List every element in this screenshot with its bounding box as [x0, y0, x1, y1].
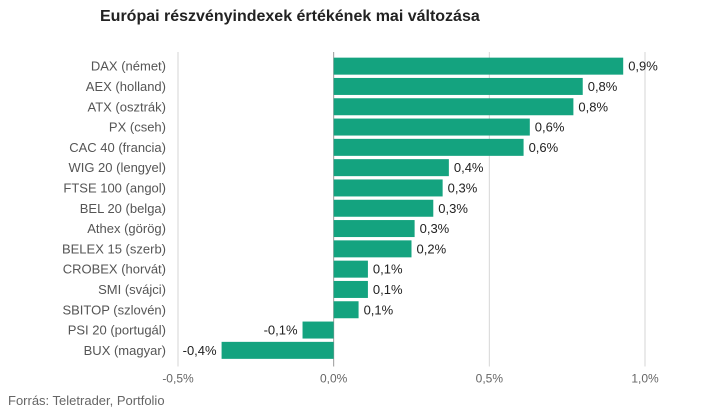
x-tick-label: 0,5% [476, 372, 504, 386]
category-label: BEL 20 (belga) [80, 201, 166, 216]
value-label: 0,9% [628, 59, 658, 74]
bar [333, 260, 368, 278]
chart-title: Európai részvényindexek értékének mai vá… [100, 8, 480, 25]
bar [333, 118, 530, 136]
bar [333, 240, 412, 258]
category-label: CAC 40 (francia) [69, 140, 166, 155]
value-labels: 0,9% 0,8% 0,8% 0,6% 0,6% 0,4% 0,3% 0,3% 0,3% 0,2%… [183, 59, 659, 358]
bar [333, 77, 583, 95]
value-label: 0,4% [454, 160, 484, 175]
value-label: 0,8% [578, 99, 608, 114]
bar [333, 301, 359, 319]
category-labels: DAX (német) AEX (holland) ATX (osztrák) PX … [62, 59, 166, 358]
x-tick-label: 1,0% [631, 372, 659, 386]
value-label: 0,3% [448, 180, 478, 195]
x-tick-label: -0,5% [162, 372, 194, 386]
bars [221, 57, 624, 359]
category-label: AEX (holland) [86, 79, 166, 94]
bar [333, 179, 443, 197]
bar [333, 220, 415, 238]
x-tick-label: 0,0% [320, 372, 348, 386]
category-label: PX (cseh) [109, 120, 166, 135]
source-note: Forrás: Teletrader, Portfolio [8, 393, 165, 408]
x-axis-ticks: -0,5% 0,0% 0,5% 1,0% [162, 372, 659, 386]
bar [221, 341, 334, 359]
value-label: 0,1% [373, 262, 403, 277]
value-label: 0,2% [417, 241, 447, 256]
bar [333, 280, 368, 298]
value-label: 0,3% [420, 221, 450, 236]
category-label: BELEX 15 (szerb) [62, 241, 166, 256]
bar [333, 98, 574, 116]
value-label: 0,1% [364, 302, 394, 317]
bar [333, 159, 449, 177]
category-label: ATX (osztrák) [88, 99, 167, 114]
bar [333, 138, 524, 156]
value-label: -0,4% [183, 343, 217, 358]
category-label: SBITOP (szlovén) [62, 302, 166, 317]
value-label: -0,1% [264, 323, 298, 338]
value-label: 0,1% [373, 282, 403, 297]
bar [333, 57, 624, 75]
category-label: SMI (svájci) [98, 282, 166, 297]
value-label: 0,8% [588, 79, 618, 94]
category-label: DAX (német) [91, 59, 166, 74]
value-label: 0,3% [438, 201, 468, 216]
category-label: Athex (görög) [87, 221, 166, 236]
bar [333, 199, 434, 217]
bar [302, 321, 334, 339]
category-label: BUX (magyar) [84, 343, 166, 358]
category-label: CROBEX (horvát) [63, 262, 166, 277]
value-label: 0,6% [535, 120, 565, 135]
category-label: PSI 20 (portugál) [68, 323, 166, 338]
value-label: 0,6% [529, 140, 559, 155]
category-label: WIG 20 (lengyel) [68, 160, 166, 175]
category-label: FTSE 100 (angol) [63, 180, 166, 195]
